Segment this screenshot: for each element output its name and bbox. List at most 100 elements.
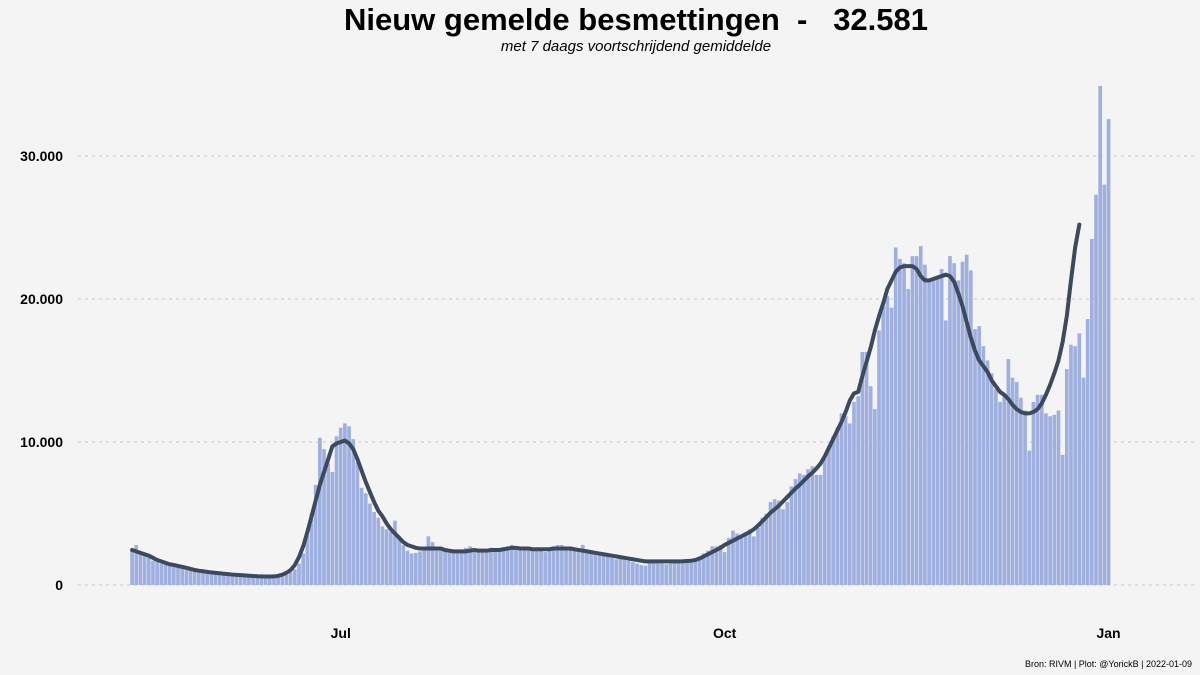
daily-cases-bar bbox=[802, 474, 806, 585]
daily-cases-bar bbox=[639, 564, 644, 585]
daily-cases-bar bbox=[781, 509, 785, 585]
daily-cases-bar bbox=[1064, 369, 1069, 585]
daily-cases-bar bbox=[877, 330, 881, 585]
daily-cases-bar bbox=[497, 549, 502, 585]
daily-cases-bar bbox=[539, 550, 543, 585]
daily-cases-bar bbox=[176, 566, 180, 585]
daily-cases-bar bbox=[326, 463, 331, 585]
chart-title: Nieuw gemelde besmettingen - 32.581 bbox=[343, 2, 929, 37]
daily-cases-bar bbox=[580, 544, 585, 585]
daily-cases-bar bbox=[898, 258, 902, 585]
daily-cases-bar bbox=[451, 552, 456, 585]
daily-cases-bar bbox=[464, 547, 468, 585]
daily-cases-bar bbox=[831, 436, 835, 585]
daily-cases-bar bbox=[756, 527, 760, 585]
daily-cases-bar bbox=[1023, 410, 1027, 585]
daily-cases-bar bbox=[159, 563, 164, 585]
source-caption: Bron: RIVM | Plot: @YorickB | 2022-01-09 bbox=[1024, 659, 1192, 669]
daily-cases-bar bbox=[259, 576, 264, 585]
daily-cases-bar bbox=[518, 547, 522, 585]
daily-cases-bar bbox=[547, 549, 552, 585]
daily-cases-bar bbox=[873, 409, 877, 585]
moving-average-line bbox=[130, 222, 1082, 579]
daily-cases-bar bbox=[205, 572, 210, 585]
daily-cases-bar bbox=[151, 560, 155, 585]
daily-cases-bar bbox=[1085, 319, 1090, 585]
daily-cases-bar bbox=[1069, 344, 1073, 585]
daily-cases-bar bbox=[948, 256, 952, 585]
daily-cases-bar bbox=[330, 472, 335, 585]
daily-cases-bar bbox=[564, 546, 568, 585]
daily-cases-bar bbox=[501, 549, 506, 585]
daily-cases-bar bbox=[994, 389, 998, 585]
daily-cases-bar bbox=[1056, 410, 1061, 585]
daily-cases-bar bbox=[313, 484, 318, 585]
daily-cases-bar bbox=[1002, 394, 1007, 585]
x-tick-label: Jan bbox=[1096, 625, 1120, 641]
daily-cases-bar bbox=[230, 574, 235, 585]
daily-cases-bar bbox=[893, 247, 898, 585]
daily-cases-bar bbox=[797, 473, 802, 585]
y-tick-label: 20.000 bbox=[20, 291, 63, 307]
daily-cases-bar bbox=[668, 563, 673, 585]
daily-cases-bar bbox=[973, 329, 977, 585]
daily-cases-bar bbox=[1106, 119, 1111, 585]
daily-cases-bar bbox=[856, 396, 860, 585]
daily-cases-bar bbox=[647, 560, 652, 585]
daily-cases-bar bbox=[656, 562, 660, 585]
daily-cases-bar bbox=[1035, 394, 1040, 585]
daily-cases-bar bbox=[422, 549, 427, 585]
daily-cases-bar bbox=[384, 529, 389, 585]
daily-cases-bar bbox=[167, 564, 172, 585]
daily-cases-bar bbox=[935, 278, 940, 585]
daily-cases-bar bbox=[489, 547, 493, 585]
daily-cases-bar bbox=[923, 264, 927, 585]
daily-cases-bar bbox=[184, 569, 189, 585]
daily-cases-bar bbox=[956, 280, 961, 585]
daily-cases-bar bbox=[401, 544, 406, 585]
daily-cases-bar bbox=[1073, 346, 1077, 585]
daily-cases-bar bbox=[593, 552, 598, 585]
daily-cases-bar bbox=[614, 559, 618, 585]
daily-cases-bar bbox=[1044, 413, 1048, 585]
daily-cases-bar bbox=[468, 546, 472, 585]
daily-cases-bar bbox=[171, 566, 176, 585]
daily-cases-bar bbox=[509, 544, 514, 585]
daily-cases-bar bbox=[643, 565, 648, 585]
daily-cases-bar bbox=[409, 553, 414, 585]
daily-cases-bar bbox=[739, 534, 744, 585]
moving-average-series bbox=[130, 222, 1082, 579]
daily-cases-bar bbox=[514, 546, 518, 585]
daily-cases-bar bbox=[906, 288, 911, 585]
daily-cases-bar bbox=[447, 552, 452, 585]
x-tick-label: Oct bbox=[713, 625, 737, 641]
daily-cases-bar bbox=[672, 562, 677, 585]
daily-cases-bar bbox=[297, 563, 301, 585]
daily-cases-bar bbox=[472, 549, 477, 585]
daily-cases-bar bbox=[201, 572, 205, 585]
daily-cases-bar bbox=[576, 552, 581, 585]
daily-cases-bar bbox=[768, 502, 773, 585]
y-tick-label: 30.000 bbox=[20, 148, 63, 164]
daily-cases-bar bbox=[610, 557, 614, 585]
daily-cases-bar bbox=[952, 263, 956, 585]
daily-cases-bar bbox=[589, 550, 593, 585]
daily-cases-bar bbox=[355, 462, 360, 585]
daily-cases-bar bbox=[777, 500, 781, 585]
daily-cases-bar bbox=[130, 549, 134, 585]
daily-cases-bar bbox=[618, 557, 623, 585]
daily-cases-bar bbox=[743, 532, 748, 585]
daily-cases-bar bbox=[560, 544, 564, 585]
daily-cases-bar bbox=[535, 549, 539, 585]
y-axis: 0 10.000 20.000 30.000 bbox=[20, 148, 63, 593]
daily-cases-bar bbox=[772, 499, 777, 585]
daily-cases-bar bbox=[247, 576, 251, 585]
daily-cases-bar bbox=[597, 553, 602, 585]
daily-cases-bar bbox=[572, 550, 577, 585]
daily-cases-bar bbox=[693, 559, 698, 585]
daily-cases-bar bbox=[1019, 397, 1023, 585]
daily-cases-bar bbox=[943, 320, 948, 585]
daily-cases-bar bbox=[138, 552, 143, 585]
daily-cases-bar bbox=[380, 526, 385, 585]
daily-cases-bar bbox=[242, 575, 247, 585]
